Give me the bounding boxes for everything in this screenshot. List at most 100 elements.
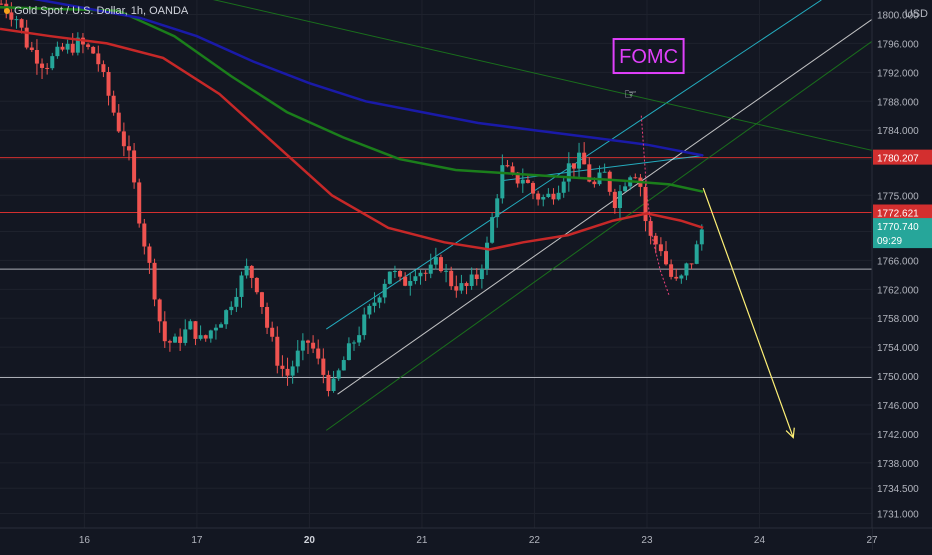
candle-body bbox=[270, 327, 275, 337]
candle-body bbox=[331, 378, 336, 392]
candle-body bbox=[60, 46, 65, 50]
candle-body bbox=[556, 192, 561, 200]
price-tick-label: 1731.000 bbox=[877, 510, 919, 521]
candle-body bbox=[602, 171, 607, 173]
candle-body bbox=[295, 350, 300, 367]
time-tick-label: 27 bbox=[866, 535, 878, 546]
candle-body bbox=[101, 64, 106, 72]
candle-body bbox=[183, 329, 188, 343]
time-tick-label: 24 bbox=[754, 535, 766, 546]
candle-body bbox=[694, 244, 699, 264]
candle-body bbox=[34, 49, 39, 64]
candle-body bbox=[9, 12, 14, 20]
candle-body bbox=[582, 152, 587, 165]
time-tick-label: 20 bbox=[304, 535, 316, 546]
candle-body bbox=[566, 163, 571, 182]
candle-body bbox=[689, 263, 694, 265]
candle-body bbox=[633, 177, 638, 179]
candle-body bbox=[157, 299, 162, 322]
price-tag-current-bg bbox=[873, 218, 932, 249]
candle-body bbox=[612, 191, 617, 208]
price-tag-current: 1770.740 bbox=[877, 222, 919, 233]
candle-body bbox=[239, 275, 244, 297]
candle-body bbox=[372, 302, 377, 306]
candle-body bbox=[55, 46, 60, 57]
candle-body bbox=[352, 342, 357, 344]
candle-body bbox=[357, 335, 362, 343]
forecast-arrow-head bbox=[785, 427, 795, 439]
candle-body bbox=[198, 335, 203, 339]
candle-body bbox=[699, 229, 704, 245]
candle-body bbox=[541, 197, 546, 200]
price-tag-current-countdown: 09:29 bbox=[877, 236, 902, 247]
candle-body bbox=[490, 217, 495, 243]
candle-body bbox=[433, 257, 438, 265]
candle-body bbox=[229, 306, 234, 311]
price-tick-label: 1784.000 bbox=[877, 126, 919, 137]
status-dot-icon bbox=[4, 8, 10, 14]
candle-body bbox=[213, 327, 218, 331]
symbol-title-bar: Gold Spot / U.S. Dollar, 1h, OANDA bbox=[4, 5, 188, 17]
candle-body bbox=[428, 264, 433, 274]
candle-body bbox=[65, 43, 70, 50]
candle-body bbox=[147, 246, 152, 263]
price-tag-mid: 1772.621 bbox=[877, 208, 919, 219]
candle-body bbox=[259, 292, 264, 307]
forecast-arrow-line bbox=[702, 187, 794, 438]
candle-body bbox=[336, 370, 341, 379]
candle-body bbox=[346, 343, 351, 361]
price-tick-label: 1762.000 bbox=[877, 285, 919, 296]
candle-body bbox=[536, 193, 541, 200]
candle-body bbox=[648, 221, 653, 236]
trendline bbox=[500, 155, 704, 182]
candle-body bbox=[408, 281, 413, 286]
price-tick-label: 1738.000 bbox=[877, 459, 919, 470]
moving-average-blue bbox=[32, 0, 704, 157]
symbol-title: Gold Spot / U.S. Dollar, 1h, OANDA bbox=[14, 5, 189, 17]
candle-body bbox=[505, 165, 510, 167]
candle-body bbox=[70, 43, 75, 53]
candle-body bbox=[162, 321, 167, 342]
candle-body bbox=[484, 242, 489, 269]
candle-body bbox=[50, 56, 55, 69]
candle-body bbox=[571, 163, 576, 169]
candle-body bbox=[311, 342, 316, 349]
price-tag-upper-bg bbox=[873, 149, 932, 165]
candle-body bbox=[142, 223, 147, 247]
candle-body bbox=[592, 181, 597, 185]
candle-body bbox=[45, 67, 50, 69]
candle-body bbox=[0, 3, 4, 5]
candle-body bbox=[116, 112, 121, 132]
candle-body bbox=[454, 286, 459, 291]
candle-body bbox=[679, 275, 684, 279]
price-tick-label: 1775.000 bbox=[877, 191, 919, 202]
candle-body bbox=[623, 186, 628, 192]
candle-body bbox=[137, 182, 142, 224]
price-tick-label: 1734.500 bbox=[877, 484, 919, 495]
candle-body bbox=[305, 340, 310, 343]
time-tick-label: 21 bbox=[416, 535, 428, 546]
price-axis-background bbox=[872, 0, 932, 550]
projection-dotted-line bbox=[640, 115, 670, 297]
candle-body bbox=[193, 321, 198, 339]
price-axis: 1731.000 1734.500 1738.000 1742.000 1746.000… bbox=[871, 0, 932, 550]
price-tick-label: 1766.000 bbox=[877, 256, 919, 267]
candle-body bbox=[653, 235, 658, 245]
candle-body bbox=[40, 63, 45, 68]
candle-body bbox=[515, 172, 520, 184]
candle-body bbox=[587, 164, 592, 182]
candle-body bbox=[643, 186, 648, 222]
price-tick-label: 1788.000 bbox=[877, 97, 919, 108]
candle-body bbox=[188, 321, 193, 330]
candle-body bbox=[663, 251, 668, 265]
candle-body bbox=[208, 330, 213, 339]
candle-body bbox=[525, 179, 530, 183]
candle-body bbox=[14, 19, 19, 21]
candle-body bbox=[167, 341, 172, 343]
candle-body bbox=[96, 53, 101, 65]
price-tick-label: 1758.000 bbox=[877, 314, 919, 325]
time-axis: 16 17 20 21 22 23 24 27 bbox=[0, 527, 932, 550]
price-tag-mid-bg bbox=[873, 204, 932, 220]
